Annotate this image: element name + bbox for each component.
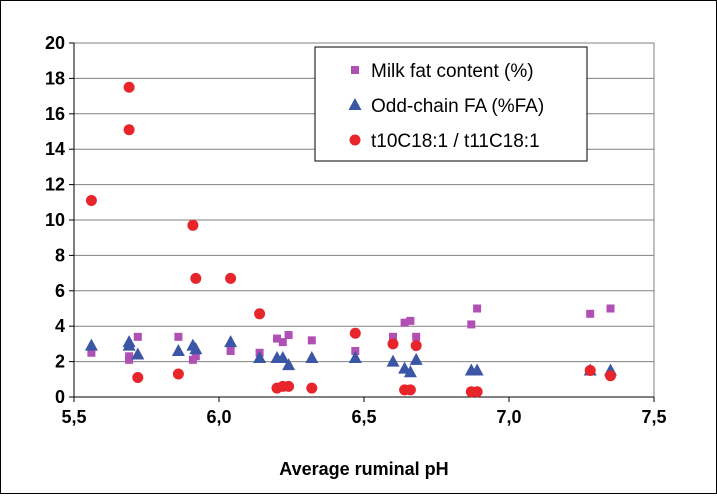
- legend-box: [314, 46, 588, 162]
- data-point-circle: [283, 380, 295, 392]
- data-point-square: [278, 338, 287, 347]
- data-marks: [84, 81, 617, 398]
- data-point-triangle: [348, 351, 362, 364]
- x-tick-label: 5,5: [61, 407, 86, 427]
- data-point-square: [406, 316, 415, 325]
- data-point-circle: [387, 338, 399, 350]
- y-tick-label: 14: [45, 139, 65, 159]
- y-tick-label: 4: [55, 316, 65, 336]
- series-circle-group: [85, 81, 616, 398]
- y-tick-label: 8: [55, 245, 65, 265]
- y-tick-label: 6: [55, 281, 65, 301]
- data-point-circle: [254, 308, 266, 320]
- legend-marker-triangle: [348, 98, 362, 110]
- y-tick-label: 16: [45, 104, 65, 124]
- data-point-circle: [85, 195, 97, 207]
- y-tick-label: 18: [45, 68, 65, 88]
- data-point-circle: [471, 386, 483, 398]
- data-point-triangle: [84, 338, 98, 351]
- data-point-square: [226, 346, 235, 355]
- y-tick-label: 2: [55, 352, 65, 372]
- series-triangle-group: [84, 335, 617, 378]
- data-point-triangle: [253, 351, 267, 364]
- data-point-circle: [605, 370, 616, 382]
- data-point-square: [191, 352, 200, 361]
- data-point-triangle: [282, 358, 296, 371]
- data-point-square: [586, 309, 595, 318]
- data-point-square: [307, 336, 316, 345]
- data-point-triangle: [305, 351, 319, 364]
- y-tick-label: 10: [45, 210, 65, 230]
- data-point-triangle: [276, 351, 290, 364]
- data-point-square: [606, 304, 615, 313]
- data-point-triangle: [131, 347, 145, 360]
- data-point-circle: [187, 219, 199, 231]
- y-tick-label: 20: [45, 33, 65, 53]
- data-point-circle: [225, 272, 237, 284]
- data-point-circle: [172, 368, 184, 380]
- x-tick-label: 7,5: [641, 407, 666, 427]
- data-point-triangle: [386, 354, 400, 367]
- data-point-square: [125, 355, 134, 364]
- data-point-square: [273, 334, 281, 343]
- data-point-triangle: [403, 365, 417, 378]
- data-point-square: [400, 318, 409, 327]
- legend-marker-square: [351, 66, 359, 74]
- data-point-square: [284, 331, 293, 340]
- data-point-triangle: [470, 363, 484, 376]
- legend: Milk fat content (%) Odd-chain FA (%FA) t1…: [314, 46, 588, 162]
- data-point-square: [467, 320, 476, 329]
- x-tick-label: 6,0: [206, 407, 231, 427]
- data-point-triangle: [224, 335, 238, 348]
- data-point-triangle: [409, 352, 423, 365]
- y-tick-label: 12: [45, 175, 65, 195]
- data-point-circle: [349, 327, 361, 339]
- y-tick-label: 0: [55, 387, 65, 407]
- data-point-square: [389, 332, 397, 341]
- legend-label: t10C18:1 / t11C18:1: [371, 131, 540, 152]
- data-point-circle: [123, 81, 135, 93]
- data-point-square: [133, 332, 142, 341]
- data-point-triangle: [122, 338, 136, 351]
- data-point-square: [174, 332, 183, 341]
- x-axis-title: Average ruminal pH: [279, 459, 448, 479]
- data-point-circle: [410, 340, 422, 352]
- legend-marker-circle: [349, 134, 361, 146]
- axes: 0 2 4 6 8 10 12 14 16 18 20 5,5 6,0 6,5 7,0 7,5: [45, 33, 667, 427]
- data-point-square: [87, 348, 96, 357]
- legend-label: Milk fat content (%): [371, 61, 534, 82]
- data-point-circle: [584, 364, 596, 376]
- legend-label: Odd-chain FA (%FA): [371, 96, 544, 117]
- x-tick-label: 6,5: [351, 407, 376, 427]
- data-point-square: [351, 346, 360, 355]
- data-point-circle: [190, 272, 202, 284]
- data-point-triangle: [171, 343, 185, 356]
- data-point-triangle: [189, 342, 203, 355]
- x-tick-label: 7,0: [496, 407, 521, 427]
- series-square-group: [87, 304, 615, 364]
- data-point-circle: [132, 372, 144, 384]
- data-point-circle: [404, 384, 416, 396]
- data-point-square: [473, 304, 482, 313]
- data-point-square: [412, 332, 421, 341]
- data-point-circle: [306, 382, 318, 394]
- data-point-circle: [123, 124, 135, 136]
